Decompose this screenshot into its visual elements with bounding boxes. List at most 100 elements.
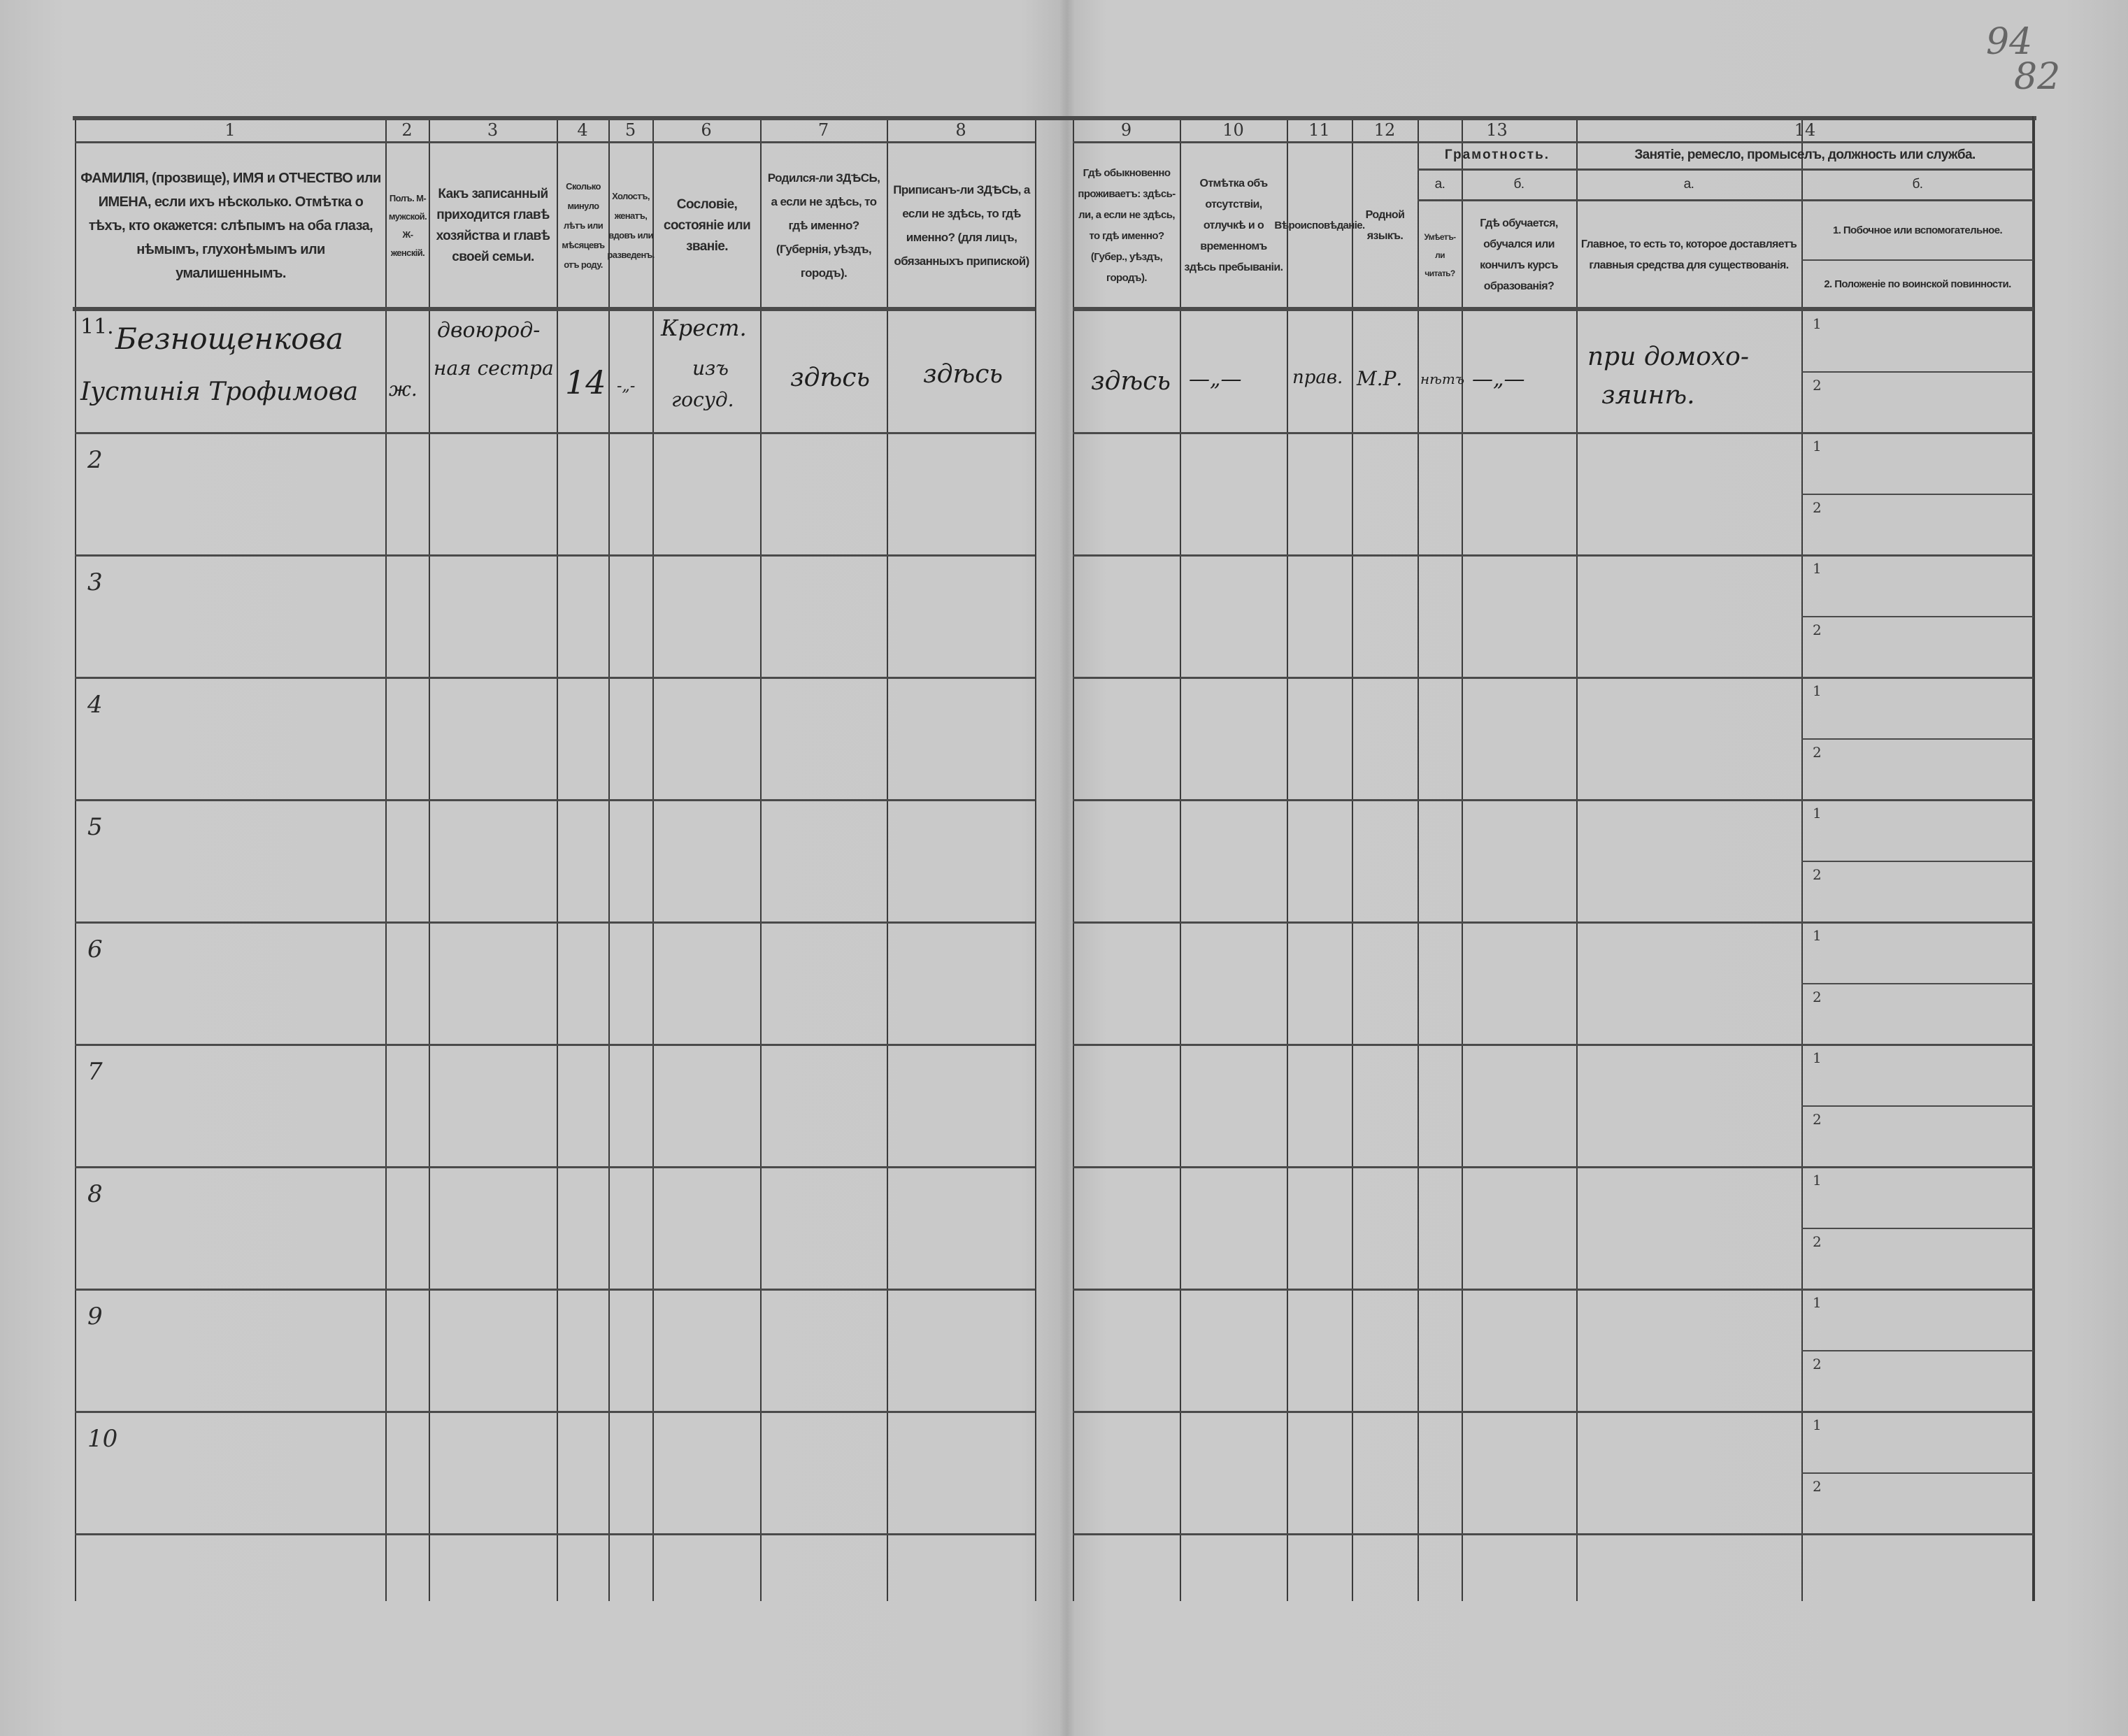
table-top-border: [73, 116, 2036, 120]
row-sub-label: 1: [1813, 438, 1822, 454]
col14b-divider: [1801, 259, 2034, 261]
column-divider: [1801, 119, 1803, 1601]
page-fold: [1059, 0, 1075, 1736]
column-divider: [75, 119, 76, 1601]
header-col14b-1: 1. Побочное или вспомогательное.: [1832, 224, 2003, 236]
row-number: 7: [87, 1058, 103, 1086]
column-divider: [652, 119, 654, 1601]
column-divider: [2034, 119, 2035, 1601]
column-number: 12: [1373, 120, 1396, 140]
row-number: 4: [87, 691, 103, 719]
column-number-divider: [75, 141, 1035, 143]
entry-education: —„—: [1472, 367, 1525, 392]
header-col14a: Главное, то есть то, которое доставляетъ…: [1580, 238, 1797, 271]
column-number: 11: [1308, 120, 1330, 140]
column-divider: [1352, 119, 1353, 1601]
column-divider: [760, 119, 762, 1601]
row-sub-label: 2: [1813, 622, 1822, 638]
column-number: 14: [1794, 120, 1816, 140]
row-half-divider: [1801, 1472, 2034, 1474]
header-col13a: Умѣетъ-ли читать?: [1424, 232, 1456, 278]
header-col13a-letter: а.: [1434, 177, 1445, 192]
row-half-divider: [1801, 738, 2034, 740]
row-half-divider: [1801, 1105, 2034, 1107]
row-sub-label: 2: [1813, 499, 1822, 516]
row-divider: [1073, 799, 2034, 801]
entry-occupation-2: зяинѣ.: [1601, 381, 1695, 410]
entry-can-read: нѣтъ: [1420, 371, 1465, 387]
row-sub-label: 2: [1813, 1356, 1822, 1372]
header-col1: ФАМИЛІЯ, (прозвище), ИМЯ и ОТЧЕСТВО или …: [80, 171, 381, 281]
header-col6: Сословіе, состояніе или званіе.: [663, 197, 751, 254]
row-number: 5: [87, 813, 103, 841]
header-col12: Родной языкъ.: [1365, 209, 1405, 242]
row-sub-label: 1: [1813, 927, 1822, 944]
entry-sex: ж.: [389, 378, 417, 401]
header-col14b-letter: б.: [1912, 177, 1924, 192]
header-col9: Гдѣ обыкновенно проживаетъ: здѣсь-ли, а …: [1078, 167, 1176, 284]
column-divider: [1180, 119, 1181, 1601]
entry-absence: —„—: [1189, 367, 1242, 392]
row-half-divider: [1801, 616, 2034, 617]
header-col14a-letter: а.: [1683, 177, 1694, 192]
row-divider: [1073, 1166, 2034, 1168]
page-number-bottom: 82: [2014, 56, 2061, 98]
entry-estate-3: госуд.: [671, 388, 734, 411]
header-col14-group: Занятіе, ремесло, промыселъ, должность и…: [1634, 148, 1976, 162]
table-right-border: [2032, 116, 2034, 1601]
row-sub-label: 2: [1813, 377, 1822, 394]
entry-registered: здѣсь: [923, 360, 1003, 389]
row-half-divider: [1801, 861, 2034, 862]
row-number: 10: [87, 1425, 118, 1453]
header-col3: Какъ записанный приходится главѣ хозяйст…: [436, 187, 550, 264]
row-sub-label: 2: [1813, 1233, 1822, 1250]
entry-occupation-1: при домохо-: [1587, 343, 1750, 371]
header-col4: Сколько минуло лѣтъ или мѣсяцевъ отъ род…: [562, 181, 605, 270]
entry-estate-2: изъ: [692, 357, 729, 380]
row-sub-label: 2: [1813, 744, 1822, 761]
row-divider: [75, 1533, 1035, 1535]
entry-age: 14: [565, 364, 606, 401]
entry-born: здѣсь: [790, 364, 870, 392]
column-divider: [429, 119, 430, 1601]
row-sub-label: 1: [1813, 805, 1822, 822]
entry-language: М.Р.: [1357, 367, 1403, 390]
column-number: 13: [1486, 120, 1508, 140]
row-sub-label: 1: [1813, 315, 1822, 332]
row-divider: [75, 432, 1035, 434]
row-divider: [1073, 554, 2034, 557]
row-number: 2: [87, 446, 103, 474]
header-bottom-border: [73, 307, 1035, 311]
row-divider: [1073, 1533, 2034, 1535]
column-number: 10: [1222, 120, 1244, 140]
row-divider: [75, 1044, 1035, 1046]
row-sub-label: 1: [1813, 1294, 1822, 1311]
column-number: 2: [401, 120, 413, 140]
row-sub-label: 1: [1813, 1416, 1822, 1433]
row-half-divider: [1801, 1350, 2034, 1351]
row-divider: [1073, 1289, 2034, 1291]
column-divider: [557, 119, 558, 1601]
column-number: 7: [817, 120, 829, 140]
row-divider: [75, 921, 1035, 924]
row-divider: [75, 677, 1035, 679]
row-divider: [75, 554, 1035, 557]
entry-relation-2: ная сестра: [434, 357, 554, 380]
entry-estate-1: Крест.: [661, 315, 747, 341]
entry-relation-1: двоюрод-: [437, 318, 541, 343]
row-divider: [75, 1411, 1035, 1413]
row-number: 8: [87, 1180, 103, 1208]
column-divider: [385, 119, 387, 1601]
entry-row-number: 11.: [80, 315, 114, 339]
header-col10: Отмѣтка объ отсутствіи, отлучкѣ и о врем…: [1184, 178, 1284, 273]
column-number: 6: [701, 120, 712, 140]
header-col8: Приписанъ-ли ЗДѢСЬ, а если не здѣсь, то …: [893, 183, 1030, 268]
row-sub-label: 2: [1813, 989, 1822, 1005]
row-divider: [1073, 1044, 2034, 1046]
entry-resides: здѣсь: [1091, 367, 1171, 396]
subheader-divider: [1418, 199, 2034, 201]
entry-given-name: Іустинія Трофимова: [80, 378, 359, 406]
entry-religion: прав.: [1292, 367, 1343, 388]
row-sub-label: 2: [1813, 866, 1822, 883]
